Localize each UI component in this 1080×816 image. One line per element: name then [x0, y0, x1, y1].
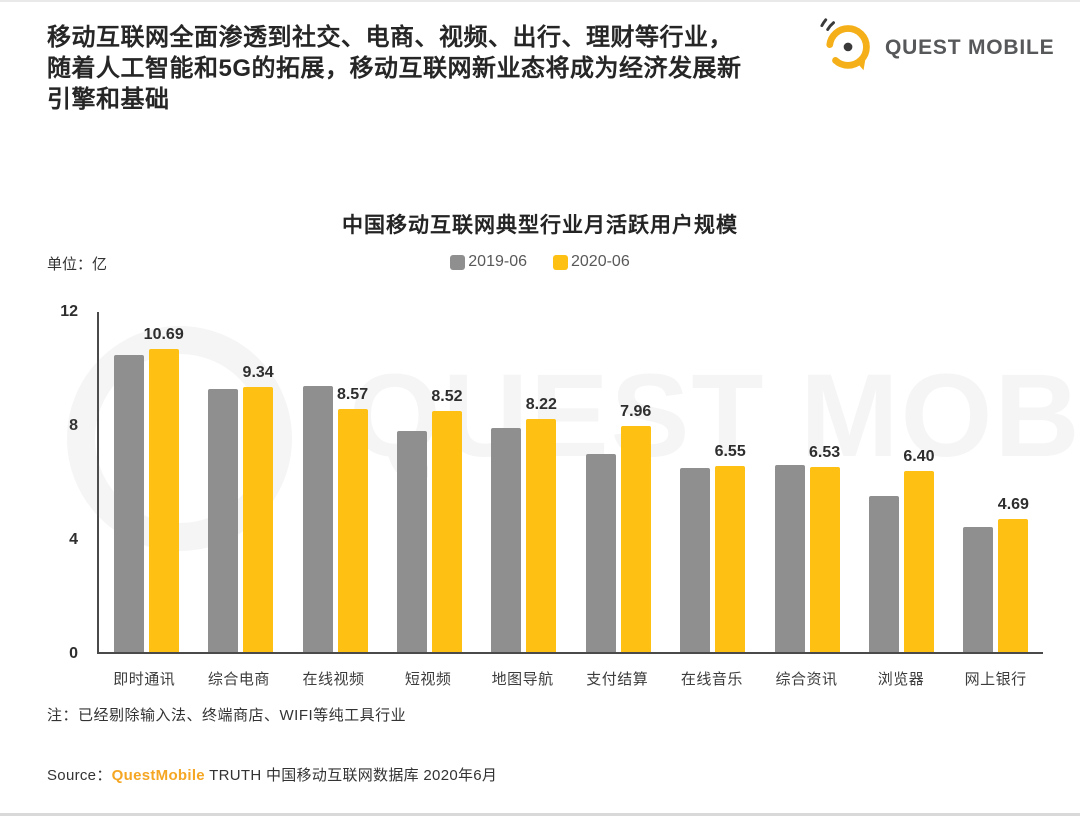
bar-2020-06-浏览器: 6.40 — [903, 448, 935, 652]
bar-value-label: 4.69 — [997, 496, 1029, 514]
bar-2020-06-支付结算: 7.96 — [620, 403, 651, 652]
bar-2020-06-在线视频: 8.57 — [337, 386, 368, 652]
legend-swatch-2019-06 — [450, 254, 466, 270]
questmobile-logo: QUEST MOBILE — [818, 14, 1054, 81]
bar-value-label: 8.22 — [525, 396, 557, 414]
x-label-地图导航: 地图导航 — [491, 671, 554, 688]
bar-group-综合电商: 9.34 — [193, 312, 287, 652]
bar-2019-06-即时通讯 — [113, 354, 144, 652]
page-headline: 移动互联网全面渗透到社交、电商、视频、出行、理财等行业， 随着人工智能和5G的拓… — [47, 24, 742, 113]
y-tick-0: 0 — [69, 645, 78, 662]
bar-2020-06-综合电商: 9.34 — [243, 364, 274, 652]
bar-2019-06-综合资讯 — [774, 465, 805, 652]
bar-group-在线视频: 8.57 — [288, 312, 382, 652]
legend-item-2020-06: 2020-06 — [553, 253, 630, 271]
questmobile-logo-icon — [818, 14, 880, 81]
bar-2019-06-支付结算 — [585, 453, 616, 652]
bar-2020-06-网上银行: 4.69 — [998, 496, 1029, 652]
y-tick-4: 4 — [69, 531, 78, 548]
x-label-支付结算: 支付结算 — [586, 671, 649, 688]
plot-area: QUEST MOBILE 10.699.348.578.528.227.966.… — [67, 312, 1080, 654]
bar-value-label: 8.57 — [336, 386, 369, 404]
bar-groups: 10.69 9.34 8.57 8.52 8.22 7.96 6.55 6.53 6.40 4.6… — [99, 312, 1043, 652]
bar-2020-06-即时通讯: 10.69 — [144, 326, 184, 652]
bar-2020-06-综合资讯: 6.53 — [809, 444, 840, 652]
source-prefix: Source： — [47, 767, 112, 784]
bar-group-综合资讯: 6.53 — [760, 312, 854, 652]
bar-group-即时通讯: 10.69 — [99, 312, 193, 652]
bar-value-label: 8.52 — [431, 387, 463, 405]
bar-group-在线音乐: 6.55 — [665, 312, 759, 652]
bar-value-label: 9.34 — [242, 364, 274, 382]
y-tick-12: 12 — [60, 303, 78, 320]
bar-2019-06-在线视频 — [302, 385, 333, 652]
bar-value-label: 6.53 — [808, 443, 841, 461]
bar-2019-06-在线音乐 — [680, 467, 711, 652]
bar-2020-06-短视频: 8.52 — [431, 388, 462, 652]
bar-2019-06-地图导航 — [491, 428, 522, 652]
bar-value-label: 6.40 — [903, 447, 935, 465]
x-label-综合资讯: 综合资讯 — [775, 671, 838, 688]
bar-2019-06-浏览器 — [868, 496, 899, 652]
bar-group-浏览器: 6.40 — [854, 312, 948, 652]
unit-label: 单位：亿 — [47, 256, 108, 273]
bar-2019-06-短视频 — [396, 431, 427, 652]
bar-2020-06-在线音乐: 6.55 — [715, 443, 746, 652]
questmobile-logo-text: QUEST MOBILE — [885, 35, 1055, 59]
bar-group-网上银行: 4.69 — [949, 312, 1043, 652]
x-label-即时通讯: 即时通讯 — [113, 671, 176, 688]
chart-legend: 2019-06 2020-06 — [0, 253, 1080, 271]
bar-group-地图导航: 8.22 — [477, 312, 571, 652]
legend-label: 2019-06 — [468, 253, 527, 270]
bar-value-label: 7.96 — [620, 403, 652, 421]
legend-swatch-2020-06 — [553, 254, 568, 270]
chart-title: 中国移动互联网典型行业月活跃用户规模 — [342, 214, 738, 237]
source-brand: QuestMobile — [111, 767, 205, 784]
bar-2019-06-综合电商 — [208, 388, 239, 652]
x-label-综合电商: 综合电商 — [207, 671, 270, 688]
x-label-在线视频: 在线视频 — [302, 671, 365, 688]
chart-footnote: 注：已经剔除输入法、终端商店、WIFI等纯工具行业 — [47, 707, 407, 724]
source-suffix: TRUTH 中国移动互联网数据库 2020年6月 — [204, 767, 498, 784]
x-label-网上银行: 网上银行 — [964, 671, 1027, 688]
source-line: Source：QuestMobile TRUTH 中国移动互联网数据库 2020… — [47, 764, 497, 785]
y-axis-ticks: 12 8 4 0 — [38, 303, 86, 662]
legend-item-2019-06: 2019-06 — [450, 253, 527, 271]
x-label-浏览器: 浏览器 — [877, 671, 925, 688]
y-tick-8: 8 — [69, 417, 78, 434]
legend-label: 2020-06 — [571, 253, 630, 270]
x-label-在线音乐: 在线音乐 — [680, 671, 743, 688]
x-axis-labels: 即时通讯 综合电商 在线视频 短视频 地图导航 支付结算 在线音乐 综合资讯 浏览器 网上银行 — [97, 668, 1043, 689]
bar-group-支付结算: 7.96 — [571, 312, 665, 652]
bar-2020-06-地图导航: 8.22 — [526, 396, 557, 652]
bar-value-label: 6.55 — [714, 443, 746, 461]
bar-value-label: 10.69 — [143, 326, 184, 344]
bar-2019-06-网上银行 — [963, 527, 994, 652]
x-label-短视频: 短视频 — [404, 671, 452, 688]
bar-group-短视频: 8.52 — [382, 312, 476, 652]
